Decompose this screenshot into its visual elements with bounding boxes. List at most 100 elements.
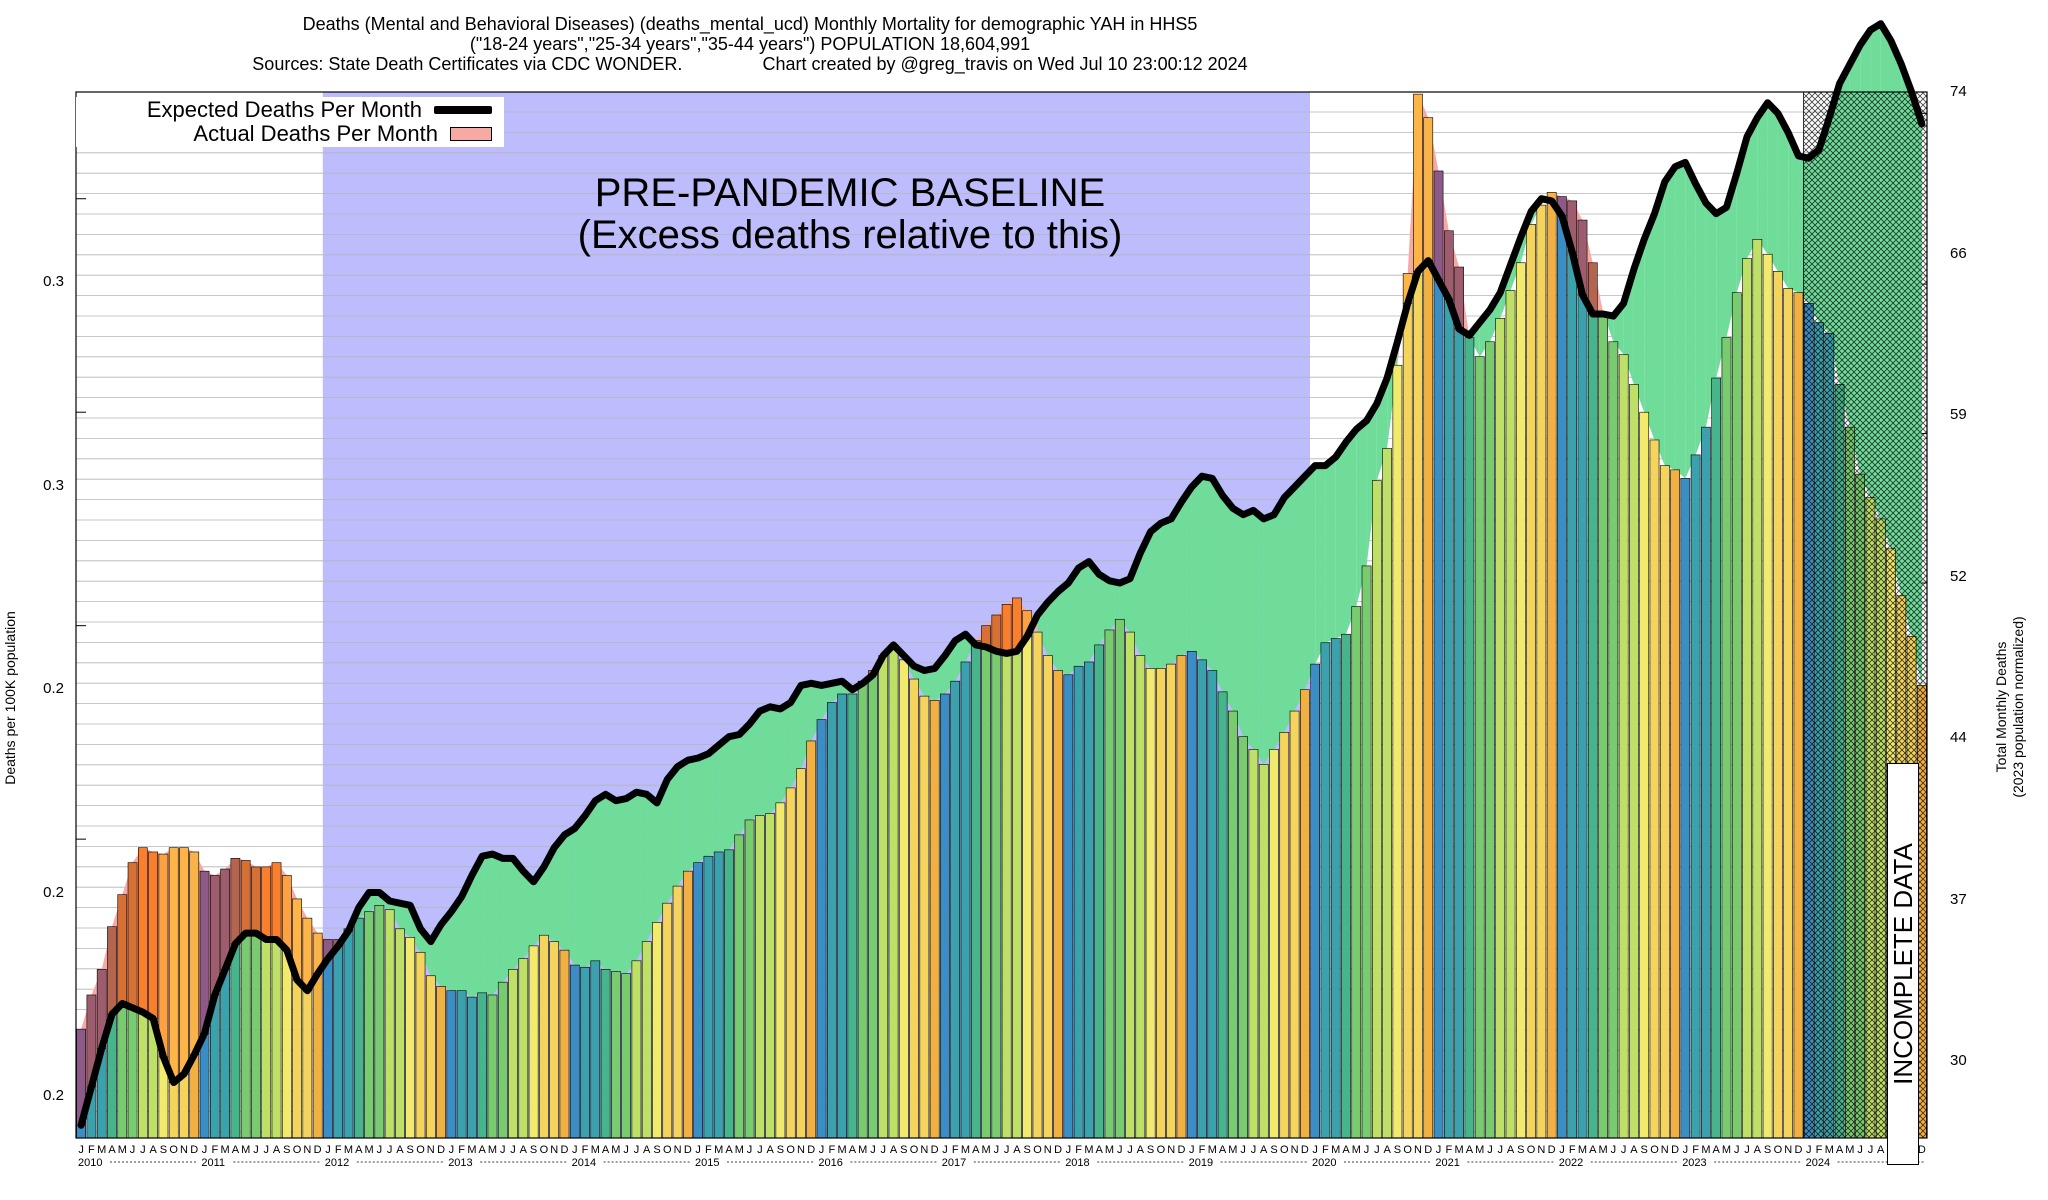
baseline-title: PRE-PANDEMIC BASELINE <box>594 171 1106 215</box>
y-tick-right-3: 59 <box>1950 406 1967 423</box>
bar <box>1053 670 1063 1139</box>
bar-expected-part <box>1546 200 1557 1139</box>
deficit-region <box>1294 476 1305 712</box>
plot-border <box>75 91 1928 1139</box>
month-tick-label: A <box>1137 1144 1145 1156</box>
bar <box>436 986 446 1139</box>
month-tick-label: M <box>1475 1144 1484 1156</box>
month-tick-label: J <box>1240 1144 1246 1156</box>
month-tick-label: O <box>169 1144 178 1156</box>
bar-expected-part <box>220 969 230 1139</box>
bar <box>1145 668 1156 1139</box>
deficit-region <box>492 854 503 995</box>
month-tick-label: A <box>479 1144 487 1156</box>
deficit-region <box>718 736 729 852</box>
year-tick-label: 2012 <box>325 1157 349 1169</box>
month-tick-label: M <box>1228 1144 1237 1156</box>
bar-expected-part <box>117 1003 128 1139</box>
bar <box>940 693 950 1139</box>
month-tick-label: A <box>520 1144 528 1156</box>
year-tick-label: 2010 <box>78 1157 102 1169</box>
month-tick-label: J <box>757 1144 763 1156</box>
year-tick-label: 2017 <box>942 1157 966 1169</box>
month-tick-label: M <box>1352 1144 1361 1156</box>
deficit-region <box>1212 478 1223 692</box>
bar-excess-part <box>230 858 241 945</box>
y-tick-right-5: 44 <box>1950 729 1967 746</box>
month-tick-label: J <box>572 1144 578 1156</box>
month-tick-label: J <box>747 1144 753 1156</box>
bar-expected-part <box>312 973 323 1139</box>
y-axis-right-label-sub: (2023 population normalized) <box>2010 616 2026 798</box>
month-tick-label: M <box>1331 1144 1340 1156</box>
month-tick-label: F <box>458 1144 465 1156</box>
month-tick-label: D <box>1671 1144 1679 1156</box>
month-tick-label: N <box>427 1144 435 1156</box>
month-tick-label: J <box>387 1144 393 1156</box>
bar <box>898 659 909 1139</box>
y-axis-right-label-main: Total Monthly Deaths <box>1993 641 2009 773</box>
bar <box>590 960 601 1139</box>
bar <box>765 813 775 1139</box>
month-tick-label: F <box>705 1144 712 1156</box>
bar <box>1186 650 1197 1139</box>
bar-excess-part <box>148 851 158 1019</box>
deficit-region <box>1325 457 1336 643</box>
deficit-region <box>1099 574 1110 645</box>
bar-expected-part <box>1567 251 1578 1139</box>
deficit-region <box>1654 181 1665 466</box>
month-tick-label: F <box>1199 1144 1206 1156</box>
bar <box>1228 710 1238 1139</box>
month-tick-label: D <box>1548 1144 1556 1156</box>
y-tick-left-1: 0.3 <box>43 273 64 290</box>
bar-expected-part <box>981 646 991 1139</box>
month-tick-label: O <box>1650 1144 1659 1156</box>
month-tick-label: A <box>1507 1144 1515 1156</box>
deficit-region <box>811 683 822 741</box>
bar-expected-part <box>1402 303 1413 1139</box>
bar <box>1783 288 1794 1139</box>
deficit-region <box>1068 568 1079 675</box>
bar <box>785 787 796 1139</box>
deficit-region <box>1356 420 1367 607</box>
month-tick-label: M <box>364 1144 373 1156</box>
month-tick-label: J <box>1312 1144 1318 1156</box>
month-tick-label: M <box>1455 1144 1464 1156</box>
month-tick-label: A <box>1342 1144 1350 1156</box>
month-tick-label: A <box>1877 1144 1885 1156</box>
deficit-region <box>533 866 544 946</box>
month-tick-label: F <box>1322 1144 1329 1156</box>
month-tick-label: J <box>819 1144 825 1156</box>
month-tick-label: D <box>1794 1144 1802 1156</box>
deficit-region <box>1603 311 1614 342</box>
deficit-region <box>441 911 452 991</box>
bar <box>497 981 508 1139</box>
deficit-region <box>790 685 801 788</box>
bar <box>693 862 703 1139</box>
bar <box>508 969 518 1139</box>
bar-excess-part <box>1433 170 1444 281</box>
deficit-region <box>667 766 678 904</box>
month-tick-label: J <box>1487 1144 1493 1156</box>
bar <box>1618 354 1629 1139</box>
bar <box>1505 290 1516 1139</box>
deficit-region <box>1160 518 1172 669</box>
bar <box>816 719 827 1139</box>
bar <box>826 702 837 1139</box>
month-tick-label: M <box>467 1144 476 1156</box>
deficit-region <box>1345 429 1357 635</box>
bar <box>539 934 549 1139</box>
month-tick-label: O <box>910 1144 919 1156</box>
legend-line-icon <box>434 106 492 114</box>
month-tick-label: A <box>890 1144 898 1156</box>
bar-excess-part <box>281 875 292 951</box>
month-tick-label: M <box>591 1144 600 1156</box>
month-tick-label: N <box>920 1144 928 1156</box>
month-tick-label: A <box>1754 1144 1762 1156</box>
month-tick-label: J <box>1559 1144 1565 1156</box>
bar-expected-part <box>857 683 868 1139</box>
bar <box>950 680 961 1139</box>
month-tick-label: J <box>870 1144 876 1156</box>
month-tick-label: A <box>1219 1144 1227 1156</box>
deficit-region <box>1088 561 1100 662</box>
